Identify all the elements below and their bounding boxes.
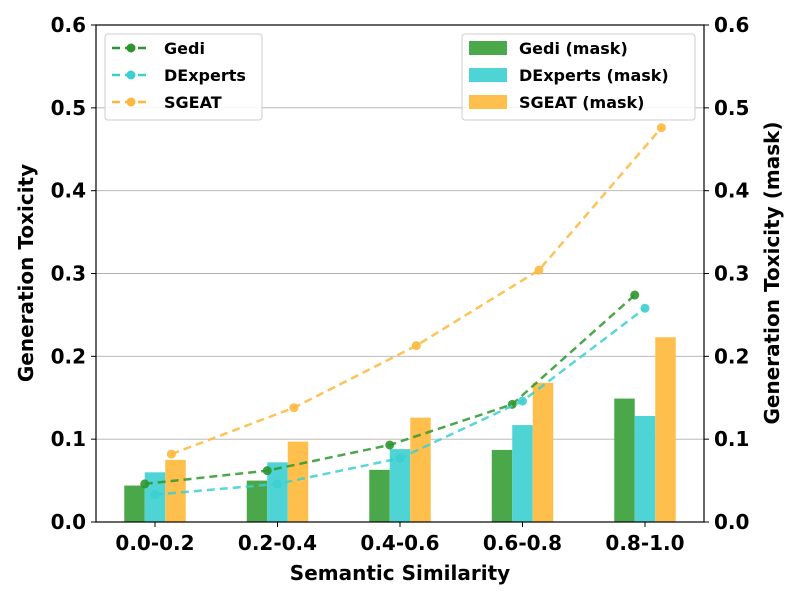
legend-marker	[126, 70, 136, 80]
bar	[532, 382, 554, 522]
x-axis-title: Semantic Similarity	[290, 561, 510, 585]
y-tick-label-left: 0.5	[51, 96, 86, 120]
legend-marker	[126, 97, 136, 107]
bar-legend: Gedi (mask) DExperts (mask) SGEAT (mask)	[461, 33, 696, 121]
line-series-group	[140, 123, 666, 500]
legend-label: SGEAT (mask)	[519, 93, 644, 112]
y-tick-label-right: 0.6	[714, 13, 749, 37]
bar	[512, 425, 533, 522]
legend-bar-swatch	[469, 95, 507, 109]
data-point	[395, 453, 405, 463]
data-point	[518, 396, 527, 406]
data-point	[385, 440, 395, 450]
bar	[491, 449, 513, 522]
data-point	[411, 341, 421, 351]
legend-label: SGEAT	[164, 93, 222, 112]
data-point	[656, 123, 666, 133]
legend-label: Gedi (mask)	[519, 39, 628, 58]
legend-frame	[104, 33, 263, 121]
data-point	[289, 403, 299, 413]
legend-label: Gedi	[164, 39, 205, 58]
bar	[614, 398, 635, 522]
y-axis-title-right: Generation Toxicity (mask)	[760, 121, 784, 424]
legend-marker	[126, 43, 136, 53]
y-tick-label-left: 0.4	[51, 179, 86, 203]
y-tick-label-left: 0.3	[51, 262, 86, 286]
y-tick-label-left: 0.6	[51, 13, 86, 37]
y-axis-title-left: Generation Toxicity	[14, 164, 38, 382]
legend-bar-swatch	[469, 68, 507, 82]
data-point	[534, 265, 544, 275]
x-tick-label: 0.2-0.4	[238, 531, 317, 555]
data-point	[640, 303, 650, 313]
bar	[165, 459, 186, 522]
y-tick-label-left: 0.2	[51, 344, 86, 368]
y-tick-label-right: 0.1	[714, 427, 749, 451]
data-point	[166, 449, 176, 459]
y-tick-label-left: 0.0	[51, 510, 86, 534]
legend-bar-swatch	[469, 41, 507, 55]
x-tick-label: 0.4-0.6	[360, 531, 439, 555]
data-point	[630, 290, 640, 300]
data-point	[273, 479, 282, 489]
x-tick-label: 0.8-1.0	[605, 531, 684, 555]
y-tick-label-right: 0.4	[714, 179, 749, 203]
y-tick-label-right: 0.5	[714, 96, 749, 120]
y-tick-label-right: 0.3	[714, 262, 749, 286]
data-point	[262, 466, 272, 476]
y-tick-label-left: 0.1	[51, 427, 86, 451]
bar	[369, 469, 390, 522]
bar	[246, 480, 268, 522]
data-point	[150, 490, 160, 500]
x-tick-label: 0.0-0.2	[115, 531, 194, 555]
legend-label: DExperts	[164, 66, 246, 85]
bar	[655, 337, 676, 522]
bar-series-group	[124, 337, 676, 522]
line-legend: Gedi DExperts SGEAT	[104, 33, 263, 121]
bar	[287, 441, 309, 522]
bar	[389, 449, 411, 522]
bar	[267, 462, 288, 522]
axis-ticks: 0.0 0.0 0.1 0.1 0.2 0.2 0.3 0.3 0.4 0.4 0.5 0.5 0.6 0…	[51, 13, 750, 555]
bar	[410, 417, 431, 522]
bar	[124, 485, 145, 522]
series-line	[170, 126, 663, 456]
bar	[634, 415, 656, 522]
legend-label: DExperts (mask)	[519, 66, 669, 85]
y-tick-label-right: 0.2	[714, 344, 749, 368]
y-tick-label-right: 0.0	[714, 510, 749, 534]
data-point	[140, 479, 150, 489]
legend-frame	[461, 33, 696, 121]
grid-lines	[96, 107, 704, 440]
x-tick-label: 0.6-0.8	[483, 531, 562, 555]
